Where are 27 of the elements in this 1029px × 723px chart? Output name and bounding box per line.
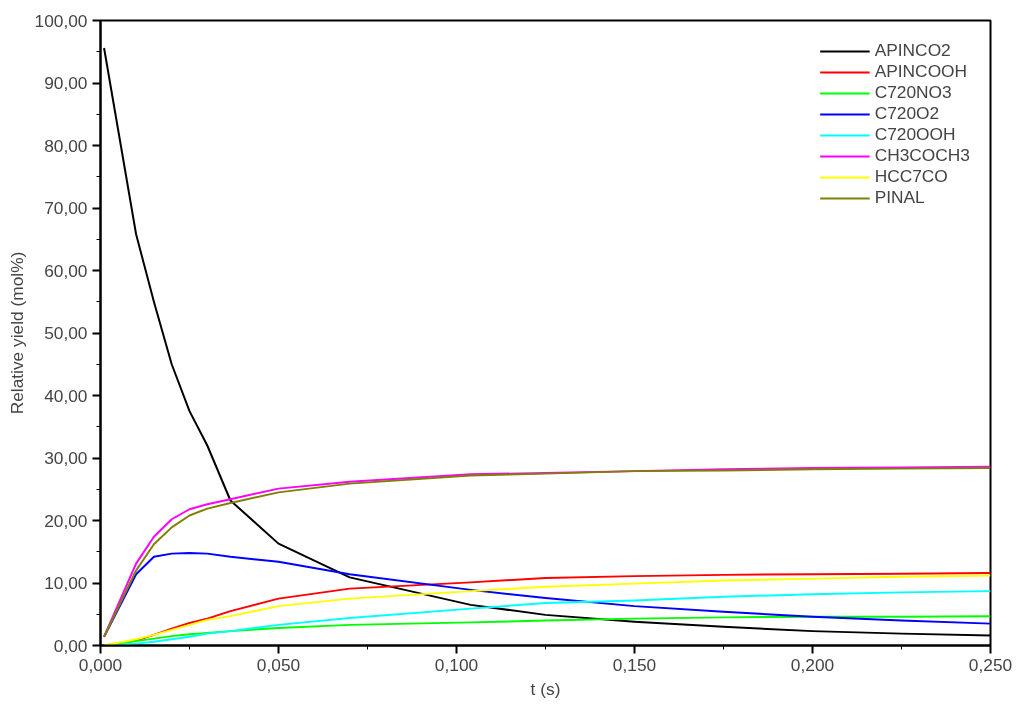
y-tick-label: 40,00 [44,385,88,406]
legend-label: PINAL [874,187,925,208]
y-tick-label: 0,00 [53,635,88,656]
legend-label: C720OOH [874,124,956,145]
x-tick-label: 0,050 [256,654,301,675]
x-tick-label: 0,150 [612,654,657,675]
y-axis-title: Relative yield (mol%) [6,251,27,415]
y-tick-label: 70,00 [44,198,88,218]
x-tick-label: 0,200 [790,654,835,675]
x-axis-title: t (s) [530,678,561,699]
x-tick-label: 0,100 [434,654,479,675]
legend-label: APINCO2 [874,40,951,61]
y-tick-label: 50,00 [44,323,88,343]
x-tick-label: 0,250 [968,654,1013,675]
y-tick-label: 90,00 [44,73,88,93]
y-tick-label: 80,00 [44,135,88,156]
y-tick-label: 100,00 [34,10,88,31]
legend-label: C720NO3 [874,82,952,103]
legend-label: CH3COCH3 [874,145,970,166]
legend-label: C720O2 [874,103,940,124]
y-tick-label: 20,00 [44,510,88,531]
x-tick-label: 0,000 [78,654,123,675]
y-tick-label: 10,00 [44,573,88,593]
legend-label: APINCOOH [874,61,968,82]
y-tick-label: 30,00 [44,448,88,468]
legend-label: HCC7CO [874,166,948,187]
y-tick-label: 60,00 [44,260,88,281]
